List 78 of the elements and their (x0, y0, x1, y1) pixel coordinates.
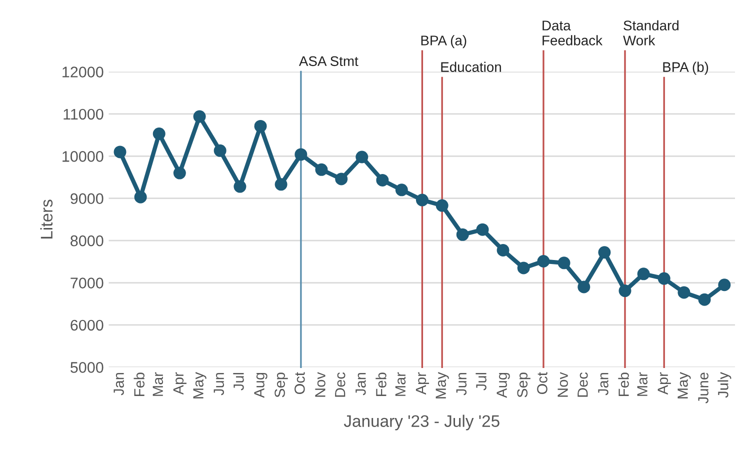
ref-line-label: BPA (b) (663, 62, 708, 75)
point (558, 256, 570, 270)
x-tick-label: Apr (416, 372, 430, 395)
y-tick-label: 11000 (64, 108, 104, 120)
y-tick-label: 6000 (70, 320, 104, 331)
point (496, 244, 510, 257)
x-tick-label: Jun (456, 372, 467, 396)
point (335, 172, 348, 186)
point (173, 166, 186, 180)
point (152, 128, 166, 140)
x-tick-label: Sep (274, 372, 288, 398)
x-tick-label: Jul (476, 372, 486, 390)
point (254, 120, 267, 132)
y-tick-label: 8000 (70, 235, 104, 246)
x-tick-label: May (193, 372, 206, 398)
x-tick-label: Mar (637, 372, 648, 396)
x-tick-label: Aug (496, 372, 510, 398)
x-axis-title: January '23 - July '25 (344, 414, 500, 430)
point (274, 178, 288, 191)
x-tick-label: Sep (517, 372, 530, 398)
point (517, 262, 530, 274)
point (356, 150, 368, 164)
point (456, 228, 469, 241)
x-tick-label: Nov (558, 372, 568, 397)
x-tick-label: Mar (395, 372, 406, 396)
y-tick-label: 10000 (62, 151, 104, 162)
x-tick-label: Oct (294, 372, 305, 394)
ref-line-label: Education (441, 62, 501, 72)
point (436, 199, 448, 212)
point (114, 146, 126, 158)
point (416, 194, 428, 206)
x-tick-label: Nov (315, 372, 326, 397)
x-tick-label: Jan (356, 372, 366, 396)
y-tick-label: 5000 (70, 362, 104, 373)
x-tick-label: May (678, 372, 691, 398)
point (637, 268, 650, 280)
point (234, 180, 246, 193)
y-tick-label: 7000 (70, 278, 104, 288)
x-tick-label: Jul (233, 372, 244, 390)
ref-line-label: ASA Stmt (298, 56, 358, 66)
x-tick-label: Aug (254, 372, 268, 398)
ref-line-label: BPA (a) (421, 35, 466, 48)
point (598, 246, 611, 259)
ref-line-label: Standard Work (623, 20, 678, 46)
point (698, 293, 711, 306)
x-tick-label: May (436, 372, 449, 398)
x-tick-label: July (718, 372, 732, 398)
point (618, 284, 632, 298)
point (658, 272, 670, 285)
point (578, 280, 590, 294)
x-tick-label: Apr (658, 372, 671, 395)
point (294, 148, 308, 161)
x-tick-label: Jan (114, 372, 124, 396)
point (193, 110, 206, 123)
point (134, 190, 147, 204)
x-tick-label: Dec (335, 372, 346, 397)
y-tick-label: 12000 (62, 66, 104, 78)
point (214, 144, 226, 157)
x-tick-label: Feb (134, 372, 144, 396)
x-tick-label: Dec (578, 372, 588, 397)
x-tick-label: Mar (152, 372, 164, 396)
x-tick-label: Jun (214, 372, 224, 396)
point (476, 223, 489, 236)
point (395, 184, 408, 196)
x-tick-label: Jan (598, 372, 608, 396)
point (678, 286, 690, 299)
x-tick-label: June (698, 372, 708, 404)
x-tick-label: Oct (537, 372, 548, 394)
point (315, 163, 328, 176)
point (376, 174, 389, 186)
x-tick-label: Feb (376, 372, 386, 396)
x-tick-label: Apr (173, 372, 186, 395)
y-tick-label: 9000 (70, 193, 104, 204)
point (537, 254, 550, 268)
point (718, 278, 731, 292)
x-tick-label: Feb (618, 372, 629, 396)
y-axis-title: Liters (40, 200, 53, 238)
ref-line-label: Data Feedback (542, 20, 603, 46)
